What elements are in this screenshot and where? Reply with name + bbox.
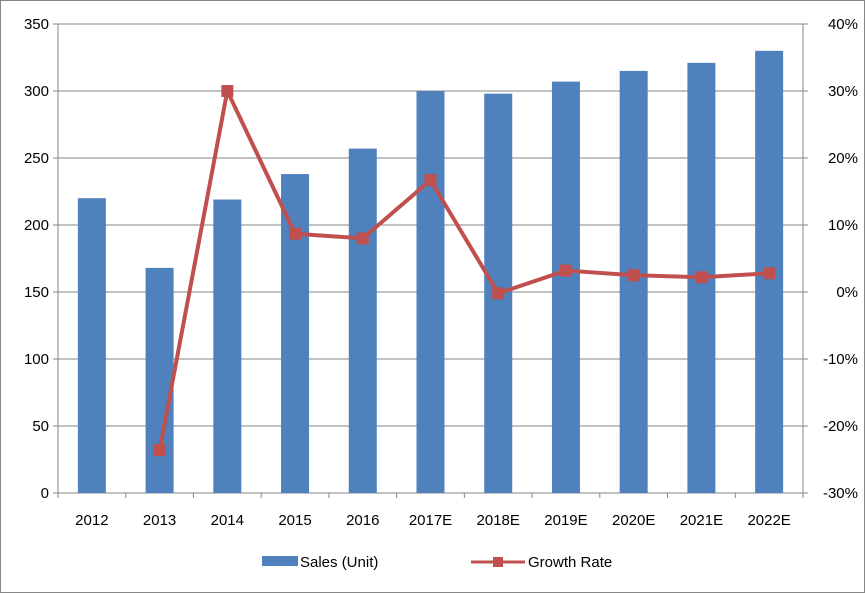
right-tick-label: 0% — [836, 284, 858, 301]
left-tick-label: 0 — [41, 485, 49, 502]
bar-sales — [145, 267, 174, 493]
right-tick-label: 40% — [828, 16, 858, 33]
x-tick-label: 2021E — [680, 512, 723, 529]
growth-rate-point — [763, 267, 776, 280]
left-tick-label: 250 — [24, 150, 49, 167]
growth-rate-point — [153, 444, 166, 457]
left-tick-label: 50 — [32, 418, 49, 435]
legend-swatch-sales — [262, 556, 298, 566]
growth-rate-point — [221, 85, 234, 97]
growth-rate-point — [627, 269, 640, 282]
x-tick-label: 2020E — [612, 512, 655, 529]
legend-label-sales: Sales (Unit) — [300, 554, 378, 571]
x-tick-label: 2015 — [278, 512, 311, 529]
x-tick-label: 2012 — [75, 512, 108, 529]
right-tick-label: -10% — [823, 351, 858, 368]
bar-sales — [348, 148, 377, 493]
growth-rate-point — [559, 264, 572, 277]
right-tick-label: 20% — [828, 150, 858, 167]
left-tick-label: 300 — [24, 83, 49, 100]
legend-marker-growth — [493, 557, 503, 567]
right-tick-label: 30% — [828, 83, 858, 100]
x-tick-label: 2013 — [143, 512, 176, 529]
left-tick-label: 350 — [24, 16, 49, 33]
x-tick-label: 2014 — [211, 512, 244, 529]
x-tick-label: 2016 — [346, 512, 379, 529]
growth-rate-line — [157, 89, 770, 451]
left-tick-label: 200 — [24, 217, 49, 234]
growth-rate-point — [424, 174, 437, 187]
left-axis: 0 50 100 150 200 250 300 350 — [24, 16, 58, 502]
right-tick-label: -30% — [823, 485, 858, 502]
bar-sales — [213, 199, 242, 494]
growth-rate-point — [695, 271, 708, 284]
right-tick-label: 10% — [828, 217, 858, 234]
x-axis: 2012 2013 2014 2015 2016 2017E 2018E 2019E 2020E… — [57, 493, 804, 529]
x-tick-label: 2022E — [747, 512, 790, 529]
bar-sales — [281, 174, 310, 493]
growth-rate-point — [289, 227, 302, 240]
bar-sales — [77, 198, 106, 493]
right-axis: -30% -20% -10% 0% 10% 20% 30% 40% — [803, 16, 858, 502]
legend: Sales (Unit) Growth Rate — [262, 554, 612, 571]
growth-rate-point — [356, 232, 369, 245]
growth-rate-point — [492, 287, 505, 300]
line-series — [153, 85, 776, 457]
left-tick-label: 150 — [24, 284, 49, 301]
x-tick-label: 2018E — [477, 512, 520, 529]
bar-sales — [619, 70, 648, 494]
legend-label-growth: Growth Rate — [528, 554, 612, 571]
bar-sales — [416, 91, 445, 493]
x-tick-label: 2019E — [544, 512, 587, 529]
x-tick-label: 2017E — [409, 512, 452, 529]
left-tick-label: 100 — [24, 351, 49, 368]
right-tick-label: -20% — [823, 418, 858, 435]
bar-sales — [551, 81, 580, 494]
